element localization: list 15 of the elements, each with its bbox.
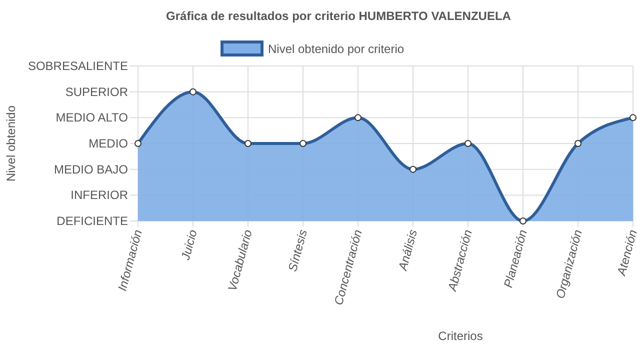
category-label: INFERIOR: [70, 188, 128, 202]
category-label: MEDIO: [88, 136, 128, 150]
category-label: DEFICIENTE: [56, 214, 128, 228]
legend-label: Nivel obtenido por criterio: [268, 42, 404, 56]
x-tick-label: Análisis: [395, 228, 420, 273]
category-label: MEDIO BAJO: [54, 162, 128, 176]
chart-title: Gráfica de resultados por criterio HUMBERTO VALENZUELA: [166, 9, 512, 23]
x-tick-label: Atención: [614, 228, 637, 278]
text: Nivel obtenido: [4, 105, 18, 182]
x-tick-label: Síntesis: [285, 228, 310, 274]
category-label: SOBRESALIENTE: [28, 59, 128, 73]
category-label: MEDIO ALTO: [56, 110, 128, 125]
category-label: SUPERIOR: [65, 84, 128, 99]
x-axis-title: Criterios: [438, 329, 483, 343]
x-tick-label: Juicio: [178, 228, 200, 262]
